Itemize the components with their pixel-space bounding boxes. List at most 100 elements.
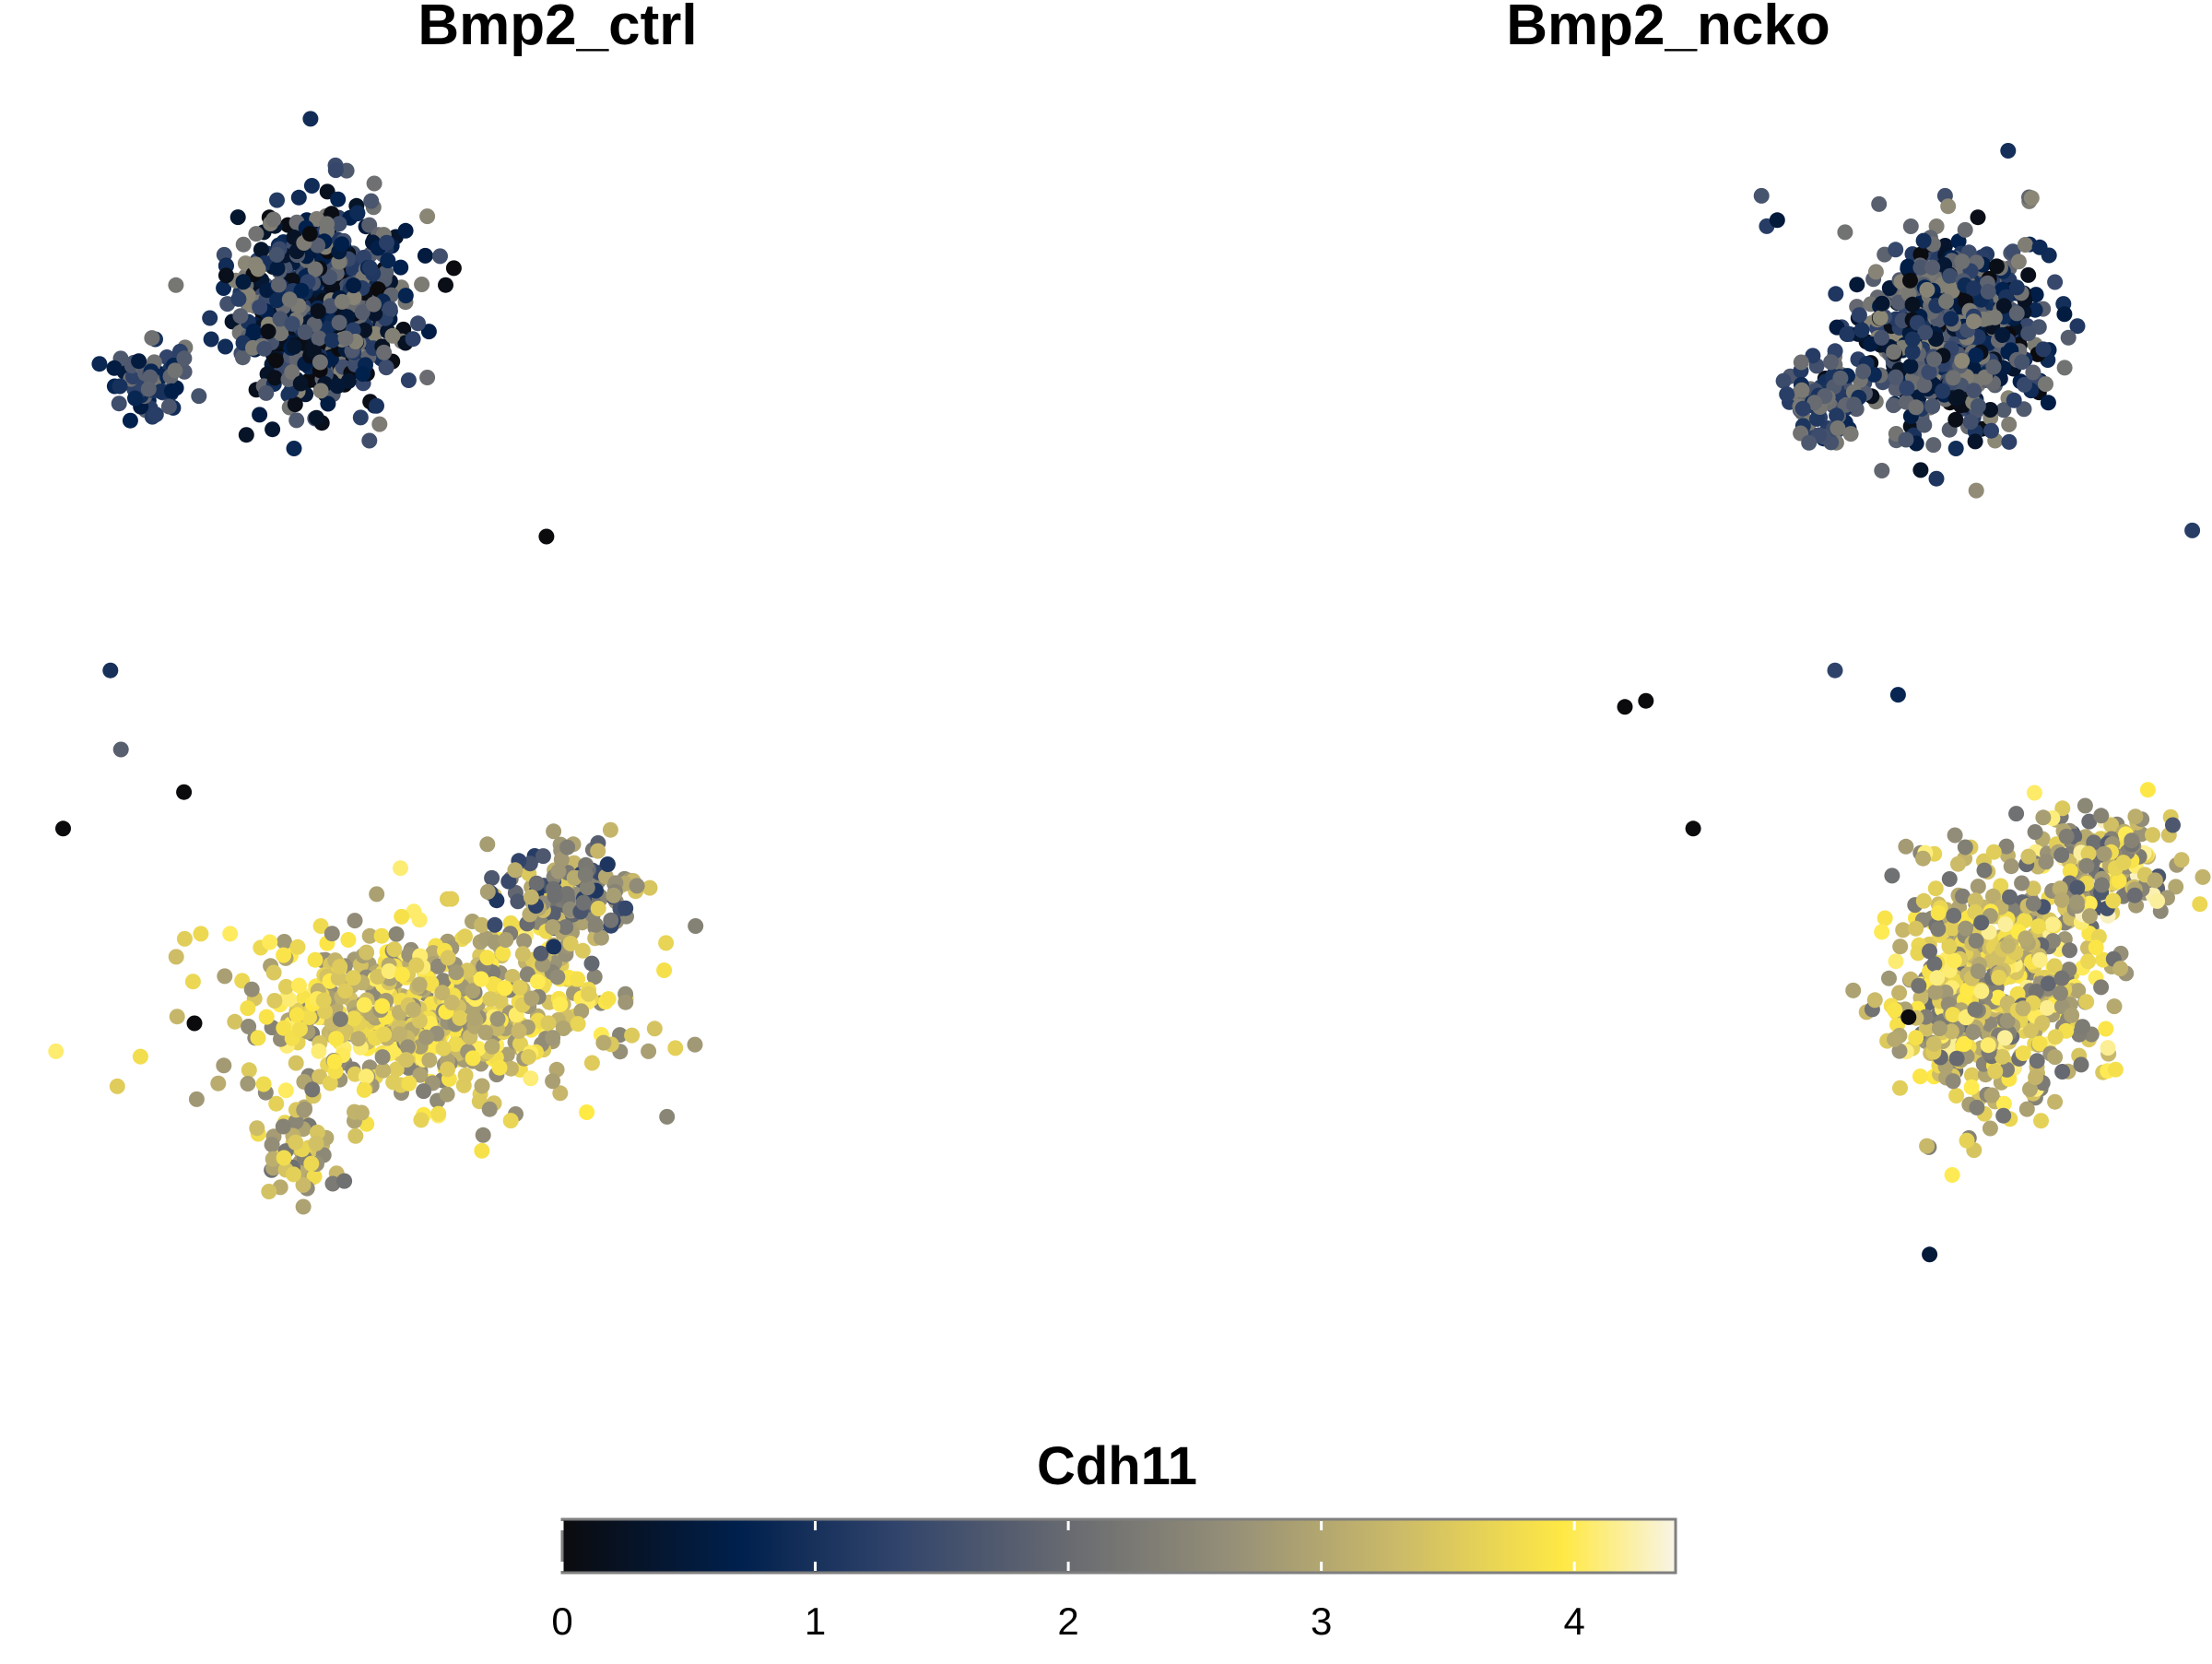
cell-point — [1805, 348, 1821, 364]
cell-point — [397, 222, 414, 239]
cell-point — [184, 974, 201, 990]
cell-point — [2031, 951, 2048, 968]
cell-point — [366, 296, 382, 313]
cell-point — [2015, 1000, 2031, 1017]
cell-point — [1996, 1030, 2013, 1046]
cell-point — [1888, 953, 1904, 970]
cell-point — [583, 1055, 600, 1071]
cell-point — [581, 985, 597, 1002]
cell-point — [112, 378, 128, 395]
cell-point — [379, 234, 394, 251]
cell-point — [303, 1155, 320, 1172]
cell-point — [312, 354, 328, 371]
cell-point — [1948, 1088, 1965, 1103]
cell-point — [2093, 979, 2110, 996]
cell-point — [2008, 305, 2025, 322]
cell-point — [595, 1034, 612, 1051]
cell-point — [380, 253, 396, 269]
cell-point — [1830, 420, 1846, 436]
cell-point — [688, 918, 704, 934]
cell-point — [142, 369, 159, 385]
cell-point — [408, 957, 425, 974]
cell-point — [144, 330, 160, 347]
cell-point — [549, 969, 566, 985]
cell-point — [320, 395, 336, 412]
cell-point — [2053, 891, 2070, 908]
cell-point — [131, 353, 147, 370]
cell-point — [55, 820, 71, 837]
cell-point — [1915, 892, 1932, 909]
cell-point — [264, 1137, 280, 1153]
cell-point — [1874, 295, 1890, 312]
cell-point — [346, 1010, 362, 1027]
cell-point — [258, 1009, 275, 1025]
cell-point — [122, 412, 138, 429]
cell-point — [265, 211, 282, 228]
cell-point — [577, 867, 594, 883]
cell-point — [169, 1009, 185, 1025]
cell-point — [2088, 939, 2104, 956]
cell-point — [245, 324, 262, 339]
cell-point — [243, 981, 260, 997]
cell-point — [1916, 377, 1933, 394]
cell-point — [1925, 437, 1942, 454]
cell-point — [412, 1067, 429, 1083]
cell-point — [1967, 433, 1983, 450]
cell-point — [687, 1036, 703, 1053]
cell-point — [2039, 999, 2055, 1016]
cell-point — [2047, 1029, 2064, 1045]
cell-point — [528, 875, 545, 891]
cell-point — [266, 370, 283, 386]
cell-point — [140, 381, 157, 397]
cell-point — [1948, 1050, 1965, 1067]
cell-point — [2080, 953, 2097, 970]
cell-point — [331, 216, 347, 232]
cell-point — [500, 873, 517, 890]
cell-point — [2139, 782, 2156, 798]
cell-point — [356, 997, 372, 1013]
cell-point — [524, 990, 540, 1007]
cell-point — [2001, 433, 2018, 450]
cell-point — [2127, 808, 2144, 825]
cell-point — [1967, 892, 1983, 909]
cell-point — [268, 1095, 285, 1112]
cell-point — [238, 427, 254, 443]
cell-point — [303, 178, 320, 194]
cell-point — [435, 973, 452, 989]
cell-point — [606, 887, 622, 903]
cell-point — [276, 1150, 292, 1166]
cell-point — [1976, 862, 1993, 879]
colorbar — [560, 1517, 1677, 1575]
cell-point — [352, 409, 369, 426]
cell-point — [405, 331, 421, 348]
cell-point — [1935, 383, 1951, 399]
cell-point — [1944, 920, 1960, 937]
cell-point — [2033, 1113, 2049, 1129]
cell-point — [48, 1043, 65, 1059]
cell-point — [1943, 1023, 1959, 1040]
cell-point — [1980, 1037, 1996, 1054]
cell-point — [234, 349, 251, 366]
cell-point — [329, 378, 346, 395]
cell-point — [401, 1075, 418, 1092]
cell-point — [1892, 938, 1909, 955]
cell-point — [1999, 1061, 2015, 1078]
cell-point — [176, 350, 193, 367]
cell-point — [1957, 221, 1973, 238]
cell-point — [1806, 395, 1823, 411]
cell-point — [336, 1173, 353, 1189]
colorbar-tick-label: 0 — [551, 1599, 572, 1643]
cell-point — [1887, 1002, 1903, 1019]
cell-point — [375, 1062, 392, 1079]
cell-point — [2194, 868, 2211, 885]
cell-point — [1925, 1035, 1942, 1052]
cell-point — [502, 1060, 519, 1077]
cell-point — [255, 1076, 272, 1092]
cell-point — [448, 964, 465, 981]
cell-point — [659, 1108, 676, 1125]
cell-point — [1888, 369, 1904, 385]
cell-point — [1967, 1001, 1983, 1018]
cell-point — [353, 1104, 370, 1121]
cell-point — [2147, 872, 2163, 889]
cell-point — [2022, 1081, 2038, 1097]
